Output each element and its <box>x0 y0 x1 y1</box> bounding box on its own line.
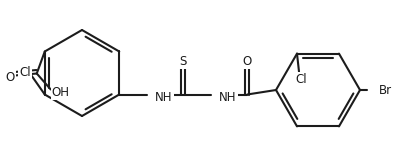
Text: Br: Br <box>379 83 392 97</box>
Text: O: O <box>5 71 14 84</box>
Text: Cl: Cl <box>295 73 307 86</box>
Text: NH: NH <box>219 91 237 104</box>
Text: NH: NH <box>155 91 173 104</box>
Text: Cl: Cl <box>19 66 31 79</box>
Text: O: O <box>243 55 252 68</box>
Text: S: S <box>180 55 187 68</box>
Text: OH: OH <box>52 86 70 99</box>
